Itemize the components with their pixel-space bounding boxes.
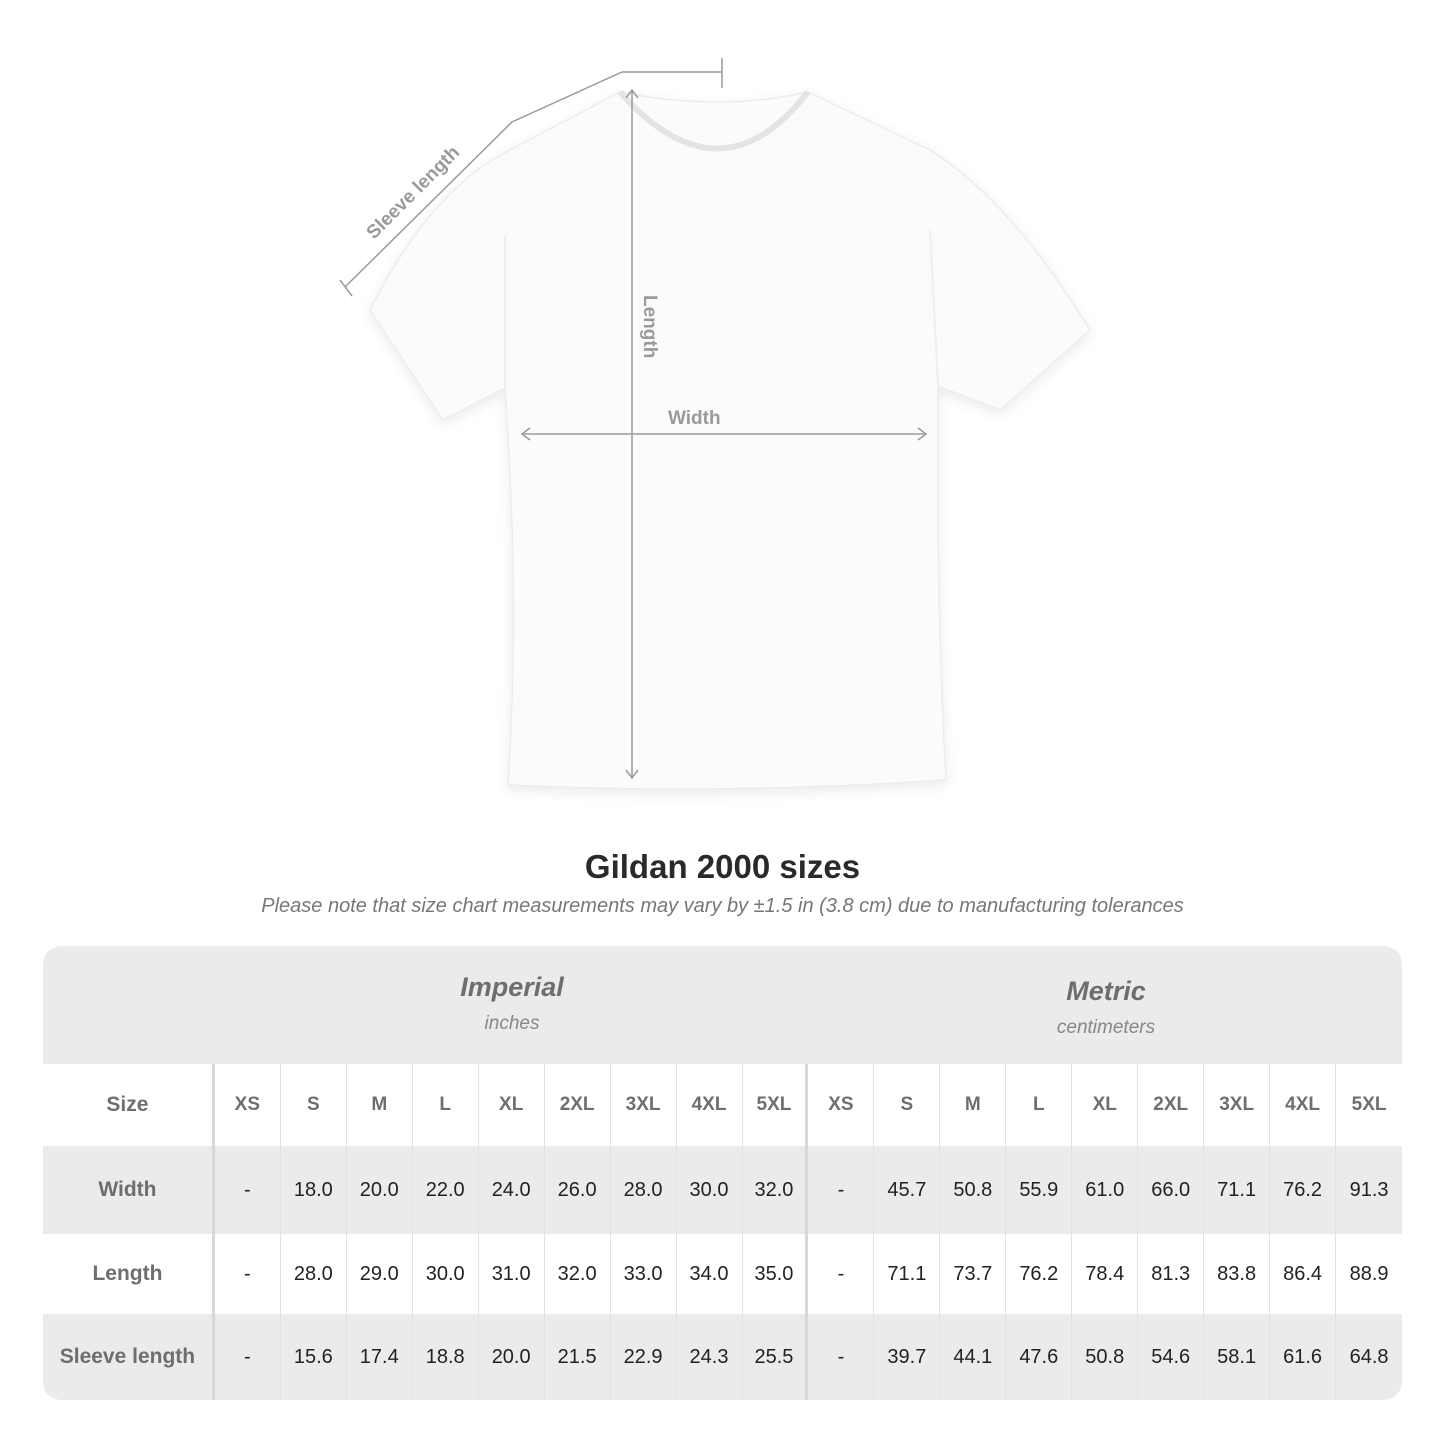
table-cell: 22.0 bbox=[413, 1146, 479, 1234]
table-cell: 32.0 bbox=[743, 1146, 809, 1234]
table-cell: 91.3 bbox=[1349, 1178, 1389, 1201]
size-header-cell: XL bbox=[479, 1064, 545, 1146]
table-cell: - bbox=[808, 1314, 875, 1400]
size-header-cell: 4XL bbox=[1270, 1064, 1337, 1146]
units-header bbox=[43, 946, 1402, 1064]
table-cell: 33.0 bbox=[611, 1234, 677, 1314]
imperial-header: Imperial inches bbox=[215, 972, 809, 1035]
metric-unit: centimeters bbox=[1056, 1017, 1156, 1038]
table-cell: - bbox=[215, 1234, 281, 1314]
page-title: Gildan 2000 sizes bbox=[584, 848, 861, 885]
metric-title: Metric bbox=[1066, 976, 1146, 1006]
table-cell: 30.0 bbox=[677, 1146, 743, 1234]
table-cell: 30.0 bbox=[413, 1234, 479, 1314]
table-cell: 78.4 bbox=[1072, 1234, 1139, 1314]
measure-lines bbox=[339, 58, 928, 780]
tshirt-diagram: Sleeve length Length Width bbox=[339, 58, 1091, 790]
table-cell: - bbox=[808, 1146, 875, 1234]
size-header-cell: XS bbox=[808, 1064, 875, 1146]
table-cell: 55.9 bbox=[1006, 1146, 1073, 1234]
width-label: Width bbox=[668, 408, 721, 429]
table-cell: 21.5 bbox=[545, 1314, 611, 1400]
table-cell: 50.8 bbox=[940, 1146, 1007, 1234]
row-label: Length bbox=[43, 1234, 215, 1314]
table-cell: 35.0 bbox=[743, 1234, 809, 1314]
table-cell: 26.0 bbox=[545, 1146, 611, 1234]
table-cell: 71.1 bbox=[1204, 1146, 1271, 1234]
metric-header: Metric centimeters bbox=[809, 976, 1402, 1039]
table-cell: 28.0 bbox=[611, 1146, 677, 1234]
table-cell: 24.3 bbox=[677, 1314, 743, 1400]
table-cell: 31.0 bbox=[479, 1234, 545, 1314]
size-header-cell: M bbox=[347, 1064, 413, 1146]
table-cell: 34.0 bbox=[677, 1234, 743, 1314]
table-cell: 66.0 bbox=[1138, 1146, 1205, 1234]
table-cell: 28.0 bbox=[281, 1234, 347, 1314]
table-cell: 61.6 bbox=[1270, 1314, 1337, 1400]
row-label: Width bbox=[43, 1146, 215, 1234]
size-header-cell: 2XL bbox=[545, 1064, 611, 1146]
table-cell: 47.6 bbox=[1006, 1314, 1073, 1400]
table-cell: 81.3 bbox=[1138, 1234, 1205, 1314]
table-cell: 50.8 bbox=[1072, 1314, 1139, 1400]
table-cell: 18.8 bbox=[413, 1314, 479, 1400]
table-cell: 15.6 bbox=[281, 1314, 347, 1400]
table-cell: - bbox=[215, 1314, 281, 1400]
table-cell: 61.0 bbox=[1072, 1146, 1139, 1234]
table-cell: - bbox=[808, 1234, 875, 1314]
size-header-cell: L bbox=[1006, 1064, 1073, 1146]
table-cell: - bbox=[215, 1146, 281, 1234]
size-header-row: Size XS S M L XL 2XL 3XL 4XL 5XL XS S M L XL 2XL 3XL 4XL 5… bbox=[43, 1064, 1402, 1146]
size-header-cell: 4XL bbox=[677, 1064, 743, 1146]
tshirt-image bbox=[369, 91, 1091, 790]
table-cell: 29.0 bbox=[347, 1234, 413, 1314]
imperial-unit: inches bbox=[484, 1013, 540, 1034]
table-row: Length -28.0 29.0 30.0 31.0 32.0 33.0 34.0 35.0-… bbox=[43, 1234, 1402, 1314]
table-row: Width -18.0 20.0 22.0 24.0 26.0 28.0 30.0 32.0-4… bbox=[43, 1146, 1402, 1234]
size-header-cell: XL bbox=[1072, 1064, 1139, 1146]
table-row: Sleeve length -15.6 17.4 18.8 20.0 21.5 22.9 24… bbox=[43, 1314, 1402, 1400]
table-cell: 24.0 bbox=[479, 1146, 545, 1234]
imperial-title: Imperial bbox=[460, 972, 564, 1002]
table-cell: 58.1 bbox=[1204, 1314, 1271, 1400]
table-cell: 64.8 bbox=[1349, 1345, 1389, 1368]
size-header-cell: 5XL bbox=[743, 1064, 809, 1146]
size-header-cell: 3XL bbox=[1204, 1064, 1271, 1146]
table-cell: 71.1 bbox=[874, 1234, 941, 1314]
table-cell: 18.0 bbox=[281, 1146, 347, 1234]
table-cell: 17.4 bbox=[347, 1314, 413, 1400]
table-cell: 76.2 bbox=[1006, 1234, 1073, 1314]
table-cell: 22.9 bbox=[611, 1314, 677, 1400]
table-cell: 73.7 bbox=[940, 1234, 1007, 1314]
row-label: Size bbox=[43, 1064, 215, 1146]
tolerance-note: Please note that size chart measurements… bbox=[261, 895, 1184, 917]
table-cell: 83.8 bbox=[1204, 1234, 1271, 1314]
size-header-cell: S bbox=[281, 1064, 347, 1146]
size-header-cell: M bbox=[940, 1064, 1007, 1146]
table-cell: 39.7 bbox=[874, 1314, 941, 1400]
length-label: Length bbox=[639, 295, 660, 358]
table-cell: 86.4 bbox=[1270, 1234, 1337, 1314]
size-header-cell: 3XL bbox=[611, 1064, 677, 1146]
table-cell: 20.0 bbox=[347, 1146, 413, 1234]
table-cell: 54.6 bbox=[1138, 1314, 1205, 1400]
table-cell: 44.1 bbox=[940, 1314, 1007, 1400]
table-cell: 25.5 bbox=[743, 1314, 809, 1400]
table-cell: 88.9 bbox=[1349, 1262, 1389, 1285]
size-table: Imperial inches Metric centimeters Size X… bbox=[43, 946, 1402, 1400]
table-cell: 32.0 bbox=[545, 1234, 611, 1314]
size-header-cell: XS bbox=[215, 1064, 281, 1146]
size-header-cell: 2XL bbox=[1138, 1064, 1205, 1146]
table-cell: 20.0 bbox=[479, 1314, 545, 1400]
size-header-cell: 5XL bbox=[1351, 1094, 1387, 1115]
table-cell: 76.2 bbox=[1270, 1146, 1337, 1234]
table-cell: 45.7 bbox=[874, 1146, 941, 1234]
size-header-cell: S bbox=[874, 1064, 941, 1146]
row-label: Sleeve length bbox=[43, 1314, 215, 1400]
size-header-cell: L bbox=[413, 1064, 479, 1146]
